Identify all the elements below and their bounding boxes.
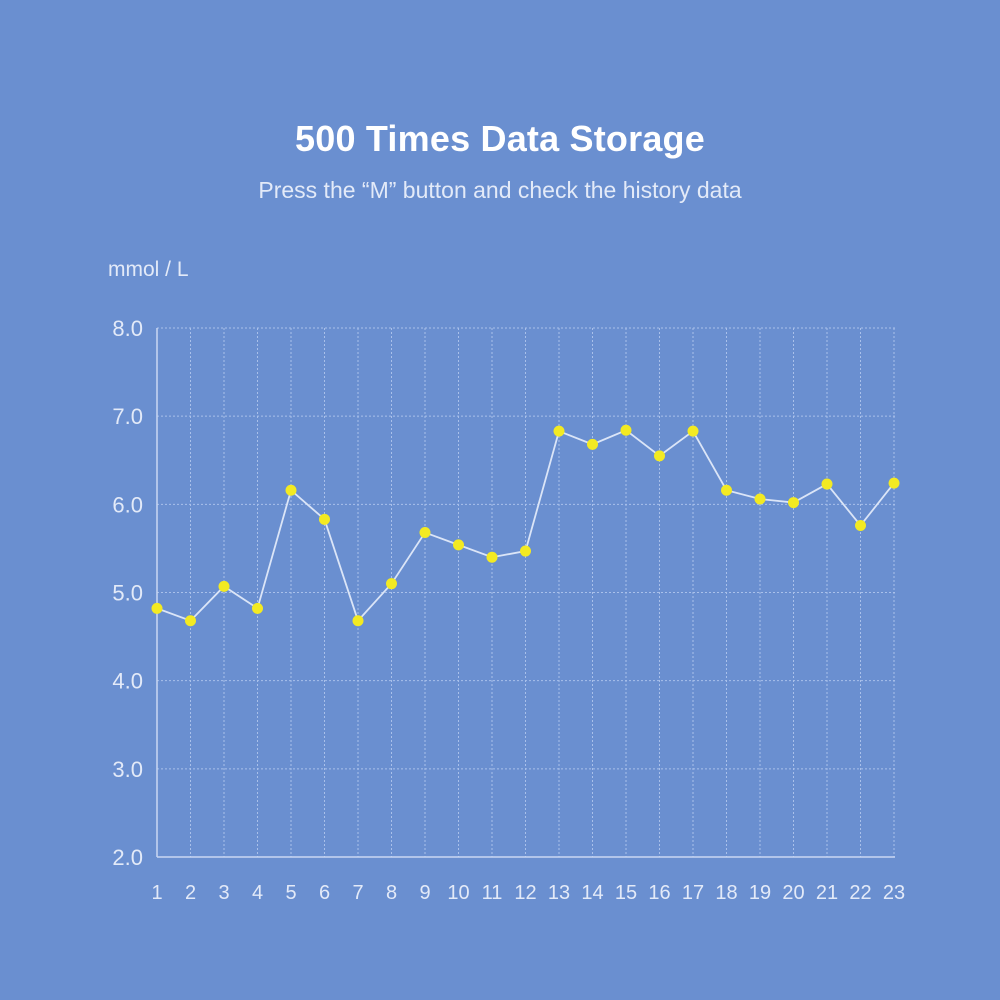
x-tick-labels: 1 2 3 4 5 6 7 8 9 10 11 12 13 14 15 16 17 18 19 20 21 22 23: [151, 882, 905, 904]
data-point: [855, 519, 866, 531]
x-tick-label: 17: [682, 882, 704, 904]
x-tick-label: 21: [816, 882, 838, 904]
data-point: [352, 615, 364, 627]
chart-subtitle: Press the “M” button and check the histo…: [258, 177, 742, 203]
x-tick-label: 5: [285, 882, 296, 904]
x-tick-label: 18: [715, 882, 737, 904]
data-point: [453, 539, 464, 551]
data-point: [888, 477, 900, 489]
y-tick-labels: 2.0 3.0 4.0 5.0 6.0 7.0 8.0: [112, 316, 143, 870]
x-tick-label: 7: [352, 882, 363, 904]
data-point: [553, 425, 565, 437]
x-tick-label: 19: [749, 882, 771, 904]
data-point: [419, 527, 431, 539]
data-point: [687, 425, 699, 437]
x-tick-label: 1: [151, 882, 162, 904]
x-tick-label: 11: [482, 882, 503, 904]
data-point: [151, 602, 163, 614]
data-point: [520, 545, 531, 557]
data-point: [754, 493, 766, 505]
data-point: [386, 578, 397, 590]
data-point: [185, 615, 196, 627]
x-tick-label: 4: [252, 882, 263, 904]
x-tick-label: 23: [883, 882, 905, 904]
chart-title: 500 Times Data Storage: [295, 118, 705, 159]
data-point: [252, 602, 263, 614]
y-tick-label: 8.0: [112, 316, 143, 341]
data-point: [821, 478, 833, 490]
data-point: [319, 513, 330, 525]
data-point: [788, 497, 799, 509]
x-tick-label: 16: [648, 882, 670, 904]
y-tick-label: 5.0: [112, 581, 143, 606]
series: [151, 424, 900, 627]
y-tick-label: 2.0: [112, 845, 143, 870]
x-tick-label: 15: [615, 882, 637, 904]
x-tick-label: 22: [849, 882, 871, 904]
data-point: [721, 484, 732, 496]
axes: [156, 328, 895, 858]
x-tick-label: 3: [218, 882, 229, 904]
y-tick-label: 6.0: [112, 492, 143, 517]
y-tick-label: 7.0: [112, 404, 143, 429]
x-tick-label: 12: [514, 882, 536, 904]
data-point: [486, 551, 498, 563]
y-tick-label: 3.0: [112, 757, 143, 782]
x-tick-label: 20: [782, 882, 804, 904]
x-tick-label: 2: [185, 882, 196, 904]
data-point: [218, 580, 230, 592]
x-tick-label: 9: [419, 882, 430, 904]
x-tick-label: 8: [386, 882, 397, 904]
y-tick-label: 4.0: [112, 669, 143, 694]
y-axis-label: mmol / L: [108, 258, 189, 281]
data-point: [285, 484, 297, 496]
x-tick-label: 10: [447, 882, 469, 904]
grid: [157, 327, 895, 857]
x-tick-label: 13: [548, 882, 570, 904]
x-tick-label: 14: [581, 882, 603, 904]
x-tick-label: 6: [319, 882, 330, 904]
data-point: [654, 450, 665, 462]
data-point: [620, 424, 632, 436]
data-point: [587, 438, 598, 450]
